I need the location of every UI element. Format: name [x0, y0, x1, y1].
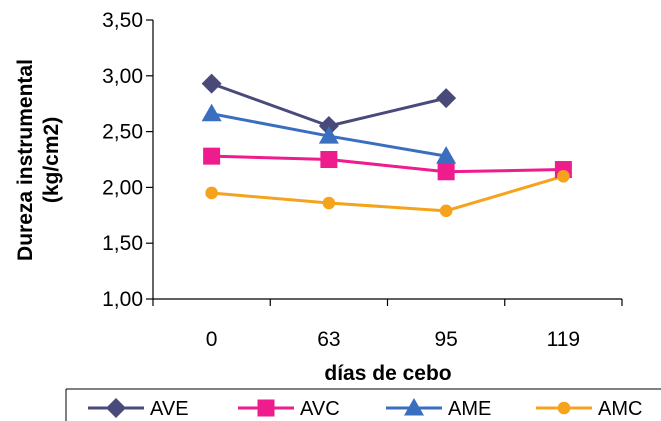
legend-marker-avc — [257, 399, 275, 417]
y-tick-label: 3,50 — [102, 9, 143, 32]
legend-label-avc: AVC — [300, 398, 340, 420]
y-tick-label: 2,50 — [102, 121, 143, 144]
legend-label-amc: AMC — [598, 398, 642, 420]
point-ave — [436, 88, 457, 109]
x-tick-label: 95 — [434, 328, 457, 351]
y-tick-label: 2,00 — [102, 176, 143, 199]
series-markers — [201, 73, 572, 218]
point-ame — [201, 103, 222, 122]
point-ame — [318, 126, 339, 144]
point-amc — [205, 186, 218, 200]
x-axis-title: días de cebo — [324, 362, 451, 385]
legend-marker-ave — [106, 398, 126, 418]
legend-label-ame: AME — [448, 398, 491, 420]
x-tick-label: 0 — [206, 328, 218, 351]
series-line-avc — [211, 154, 564, 174]
point-avc — [203, 147, 221, 165]
y-ticks: 1,00 1,50 2,00 2,50 3,00 3,50 — [102, 9, 153, 311]
point-avc — [437, 163, 455, 181]
series-line-amc — [211, 174, 564, 213]
y-tick-label: 3,00 — [102, 65, 143, 88]
point-ave — [318, 116, 339, 137]
y-tick-label: 1,00 — [102, 288, 143, 311]
x-tick-label: 63 — [317, 328, 340, 351]
x-tick-label: 119 — [547, 328, 580, 351]
point-amc — [557, 169, 570, 183]
point-ame — [436, 146, 457, 164]
legend-label-ave: AVE — [150, 398, 189, 420]
axes — [152, 20, 622, 300]
point-avc — [320, 151, 338, 168]
legend-marker-amc — [557, 401, 571, 415]
series-lines — [211, 82, 564, 213]
legend: AVE AVC AME AMC — [65, 388, 661, 421]
legend-marker-ame — [404, 398, 424, 416]
point-amc — [322, 196, 336, 210]
point-ave — [201, 73, 222, 94]
y-axis-title-line1: Dureza instrumental — [14, 59, 37, 261]
x-ticks: 0 63 95 119 — [152, 299, 623, 351]
point-amc — [439, 204, 453, 218]
y-tick-label: 1,50 — [102, 232, 143, 255]
y-axis-title-line2: (kg/cm2) — [40, 117, 63, 203]
